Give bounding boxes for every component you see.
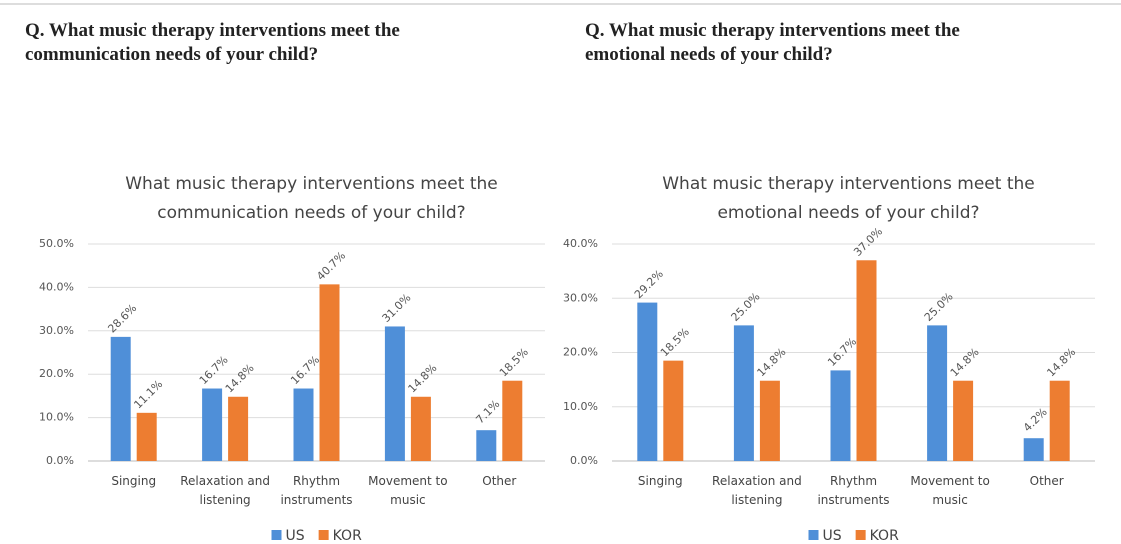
y-tick-label: 0.0% bbox=[46, 454, 74, 467]
y-tick-label: 10.0% bbox=[563, 400, 598, 413]
bar bbox=[1023, 438, 1044, 461]
value-label: 18.5% bbox=[658, 325, 692, 359]
value-label: 14.8% bbox=[223, 361, 257, 395]
x-tick-label: Movement to music bbox=[368, 474, 447, 507]
legend-swatch bbox=[271, 530, 282, 540]
y-tick-label: 20.0% bbox=[39, 367, 74, 380]
bar bbox=[319, 284, 340, 461]
bar bbox=[228, 396, 249, 461]
legend-swatch bbox=[855, 530, 866, 540]
y-tick-label: 50.0% bbox=[39, 237, 74, 250]
legend-label: KOR bbox=[870, 528, 899, 544]
y-tick-label: 30.0% bbox=[39, 324, 74, 337]
bar bbox=[476, 430, 497, 461]
y-tick-label: 10.0% bbox=[39, 411, 74, 424]
bar bbox=[293, 388, 314, 461]
x-tick-label: Rhythm instruments bbox=[280, 474, 352, 507]
x-tick-label: Movement to music bbox=[910, 474, 989, 507]
bar bbox=[410, 396, 431, 461]
y-tick-label: 20.0% bbox=[563, 346, 598, 359]
x-tick-label: Other bbox=[482, 474, 516, 488]
bar bbox=[663, 360, 684, 461]
y-tick-label: 30.0% bbox=[563, 291, 598, 304]
bar bbox=[1049, 380, 1070, 461]
value-label: 7.1% bbox=[473, 397, 502, 426]
question-heading: Q. What music therapy interventions meet… bbox=[25, 20, 400, 65]
x-tick-label: Other bbox=[1030, 474, 1064, 488]
bar bbox=[856, 260, 877, 461]
legend-swatch bbox=[808, 530, 819, 540]
bar bbox=[110, 336, 131, 461]
bar bbox=[953, 380, 974, 461]
x-tick-label: Singing bbox=[638, 474, 683, 488]
value-label: 29.2% bbox=[632, 267, 666, 301]
bar bbox=[759, 380, 780, 461]
bar bbox=[202, 388, 223, 461]
bar bbox=[637, 302, 658, 461]
value-label: 40.7% bbox=[314, 249, 348, 283]
bar bbox=[502, 380, 523, 461]
value-label: 16.7% bbox=[288, 353, 322, 387]
value-label: 14.8% bbox=[948, 345, 982, 379]
legend-label: US bbox=[286, 528, 305, 544]
bar bbox=[927, 325, 948, 461]
chart-title: What music therapy interventions meet th… bbox=[662, 174, 1034, 223]
bar bbox=[136, 412, 157, 461]
y-tick-label: 40.0% bbox=[39, 280, 74, 293]
bar bbox=[830, 370, 851, 461]
question-heading: Q. What music therapy interventions meet… bbox=[585, 20, 960, 65]
x-tick-label: Rhythm instruments bbox=[817, 474, 889, 507]
value-label: 4.2% bbox=[1021, 405, 1050, 434]
value-label: 14.8% bbox=[755, 345, 789, 379]
value-label: 25.0% bbox=[922, 290, 956, 324]
value-label: 14.8% bbox=[1044, 345, 1078, 379]
value-label: 14.8% bbox=[406, 361, 440, 395]
legend-swatch bbox=[318, 530, 329, 540]
y-tick-label: 40.0% bbox=[563, 237, 598, 250]
x-tick-label: Relaxation and listening bbox=[712, 474, 802, 507]
x-tick-label: Singing bbox=[111, 474, 156, 488]
legend-label: US bbox=[823, 528, 842, 544]
bar bbox=[733, 325, 754, 461]
legend-label: KOR bbox=[333, 528, 362, 544]
x-tick-label: Relaxation and listening bbox=[180, 474, 270, 507]
y-tick-label: 0.0% bbox=[570, 454, 598, 467]
value-label: 37.0% bbox=[851, 225, 885, 259]
value-label: 25.0% bbox=[729, 290, 763, 324]
value-label: 11.1% bbox=[131, 378, 165, 412]
chart-title: What music therapy interventions meet th… bbox=[125, 174, 497, 223]
bar bbox=[384, 326, 405, 461]
value-label: 31.0% bbox=[380, 291, 414, 325]
